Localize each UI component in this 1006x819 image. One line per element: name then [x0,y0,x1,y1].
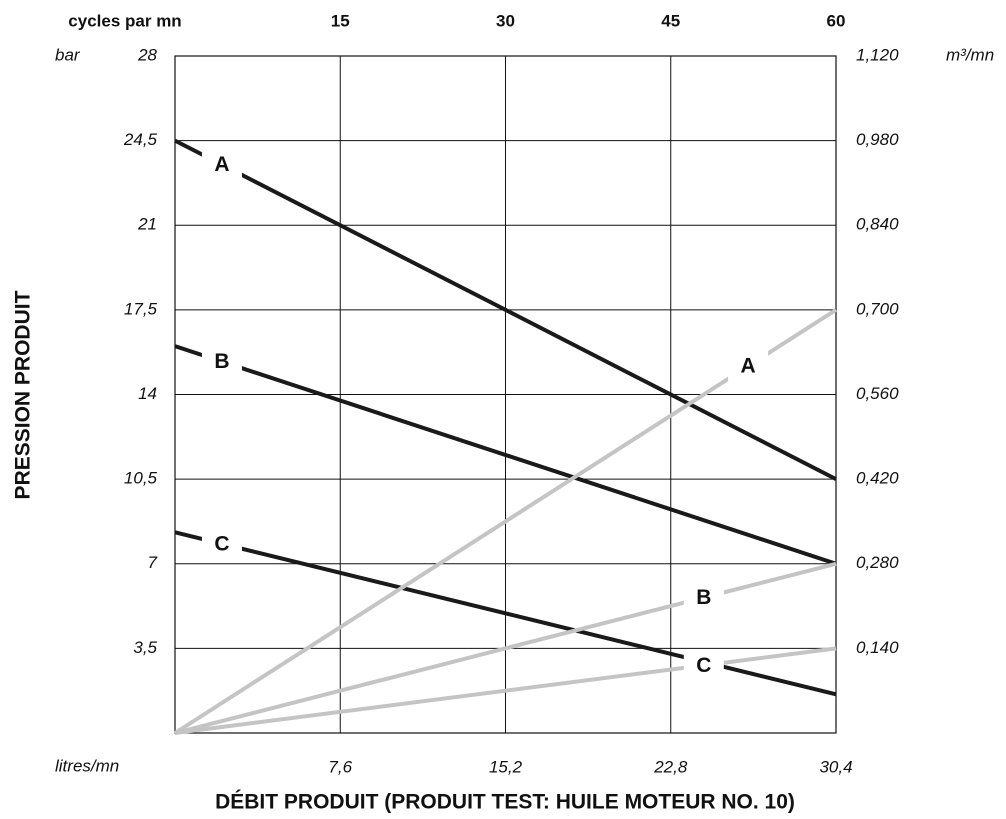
series-label: A [741,355,756,378]
label-gap [683,582,724,613]
x-tick-label: 15,2 [489,757,523,776]
x-tick-label: 30,4 [819,757,852,776]
x2-tick-label: 45 [661,11,680,30]
x-unit: litres/mn [55,756,119,775]
y2-tick-label: 0,280 [856,553,899,572]
y2-tick-label: 0,420 [856,469,899,488]
series-label: B [214,350,229,373]
y-axis-title: PRESSION PRODUIT [12,290,35,499]
x-tick-label: 22,8 [653,757,688,776]
series-label: C [214,532,229,555]
x2-unit: cycles par mn [68,11,181,30]
series-line [174,561,837,735]
y-tick-label: 10,5 [124,469,158,488]
label-gap [201,528,242,559]
y-tick-label: 3,5 [133,638,157,657]
y-unit: bar [55,45,81,64]
y2-tick-label: 0,700 [856,299,899,318]
y2-tick-label: 0,560 [856,384,899,403]
series-label: A [214,153,229,176]
y-tick-label: 7 [148,553,158,572]
y2-tick-label: 0,140 [856,638,899,657]
series-line [173,308,838,735]
series-label: C [696,654,711,677]
y2-tick-label: 0,980 [856,130,899,149]
series-line [174,530,837,697]
series-line [174,138,837,481]
series-label: B [696,586,711,609]
label-gap [683,650,724,681]
y-tick-label: 17,5 [124,299,158,318]
label-gap [201,346,242,377]
y2-tick-label: 1,120 [856,45,899,64]
x2-tick-label: 30 [496,11,515,30]
x-axis-title: DÉBIT PRODUIT (PRODUIT TEST: HUILE MOTEU… [215,791,795,814]
label-gap [728,351,769,382]
label-gap [201,149,242,180]
y-tick-label: 28 [137,45,157,64]
x2-tick-label: 15 [331,11,350,30]
series-line [174,646,837,735]
y-tick-label: 24,5 [123,130,158,149]
y2-unit: m³/mn [946,45,994,64]
x2-tick-label: 60 [827,11,846,30]
y2-tick-label: 0,840 [856,215,899,234]
x-tick-label: 7,6 [328,757,352,776]
plot-border [174,55,837,734]
y-tick-label: 21 [137,215,157,234]
series-line [174,344,837,566]
y-tick-label: 14 [138,384,157,403]
